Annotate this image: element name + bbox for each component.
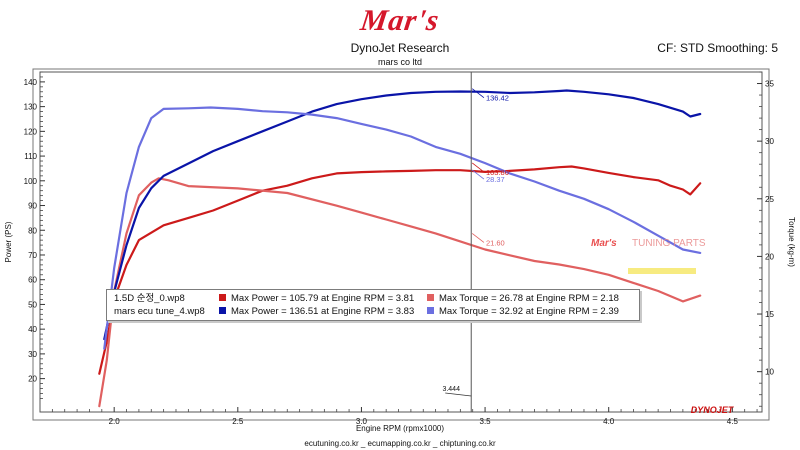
y-tick-label: 50 — [28, 300, 37, 309]
legend-run-name: mars ecu tune_4.wp8 — [114, 306, 205, 317]
legend-torque-swatch — [427, 294, 434, 301]
y-axis-label: Power (PS) — [4, 221, 13, 262]
y2-tick-label: 20 — [765, 252, 774, 261]
y-tick-label: 130 — [24, 103, 38, 112]
x-axis-label: Engine RPM (rpmx1000) — [356, 424, 444, 433]
y-tick-label: 20 — [28, 375, 37, 384]
legend-torque-entry: Max Torque = 26.78 at Engine RPM = 2.18 — [427, 292, 619, 305]
legend-torque-text: Max Torque = 26.78 at Engine RPM = 2.18 — [439, 293, 619, 304]
legend-power-entry: Max Power = 136.51 at Engine RPM = 3.83 — [219, 305, 414, 318]
cursor-value-label: 103.86 — [486, 168, 509, 177]
legend-power-text: Max Power = 136.51 at Engine RPM = 3.83 — [231, 306, 415, 317]
y-tick-label: 30 — [28, 350, 37, 359]
y-tick-label: 60 — [28, 276, 37, 285]
y2-tick-label: 30 — [765, 137, 774, 146]
y-tick-label: 140 — [24, 78, 38, 87]
legend-torque-entry: Max Torque = 32.92 at Engine RPM = 2.39 — [427, 305, 619, 318]
legend-power-entry: Max Power = 105.79 at Engine RPM = 3.81 — [219, 292, 414, 305]
cursor-value-label: 28.37 — [486, 175, 505, 184]
y2-tick-label: 15 — [765, 310, 774, 319]
plot-area — [39, 71, 763, 413]
rpm-cursor-pointer — [445, 392, 472, 397]
rpm-cursor-label: 3.444 — [442, 386, 460, 393]
y-tick-label: 120 — [24, 127, 38, 136]
chart-frame — [32, 68, 770, 421]
x-tick-label: 4.5 — [727, 417, 739, 426]
x-tick-label: 4.0 — [603, 417, 615, 426]
chart-subtitle: mars co ltd — [377, 57, 422, 67]
cursor-value-pointer — [471, 162, 485, 173]
cursor-value-pointer — [471, 169, 485, 180]
x-tick-label: 2.0 — [109, 417, 121, 426]
cursor-value-label: 136.42 — [486, 94, 509, 103]
y2-tick-label: 35 — [765, 80, 774, 89]
y2-axis-label: Torque (kg-m) — [787, 217, 796, 267]
legend-run-name: 1.5D 순정_0.wp8 — [114, 293, 185, 304]
dynojet-logo: DYNOJET — [691, 405, 735, 415]
footer-links: ecutuning.co.kr _ ecumapping.co.kr _ chi… — [304, 439, 496, 448]
legend-torque-swatch — [427, 307, 434, 314]
chart-title: DynoJet Research — [350, 41, 450, 55]
y2-tick-label: 25 — [765, 195, 774, 204]
legend-power-text: Max Power = 105.79 at Engine RPM = 3.81 — [231, 293, 415, 304]
stock-power-line — [98, 165, 702, 375]
y2-tick-label: 10 — [765, 368, 774, 377]
y-tick-label: 40 — [28, 325, 37, 334]
legend-box: 1.5D 순정_0.wp8 Max Power = 105.79 at Engi… — [106, 289, 640, 321]
tuned-power-line — [103, 89, 702, 341]
cursor-value-pointer — [471, 88, 485, 99]
y-tick-label: 110 — [24, 152, 37, 161]
smoothing-settings: CF: STD Smoothing: 5 — [657, 41, 778, 55]
legend-power-swatch — [219, 294, 226, 301]
stock-torque-line — [98, 177, 702, 408]
cursor-value-label: 21.60 — [486, 238, 505, 247]
legend-power-swatch — [219, 307, 226, 314]
watermark-logo: Mar's — [591, 238, 617, 249]
cursor-value-pointer — [471, 233, 485, 243]
legend-torque-text: Max Torque = 32.92 at Engine RPM = 2.39 — [439, 306, 619, 317]
x-tick-label: 3.5 — [480, 417, 492, 426]
x-tick-label: 3.0 — [356, 417, 368, 426]
y-tick-label: 80 — [28, 226, 37, 235]
tuned-torque-line — [103, 106, 702, 350]
watermark-band — [628, 268, 696, 274]
y-tick-label: 90 — [28, 202, 37, 211]
y-tick-label: 70 — [28, 251, 37, 260]
y-tick-label: 100 — [24, 177, 38, 186]
x-tick-label: 2.5 — [232, 417, 244, 426]
watermark-suffix: TUNING PARTS — [632, 238, 706, 249]
